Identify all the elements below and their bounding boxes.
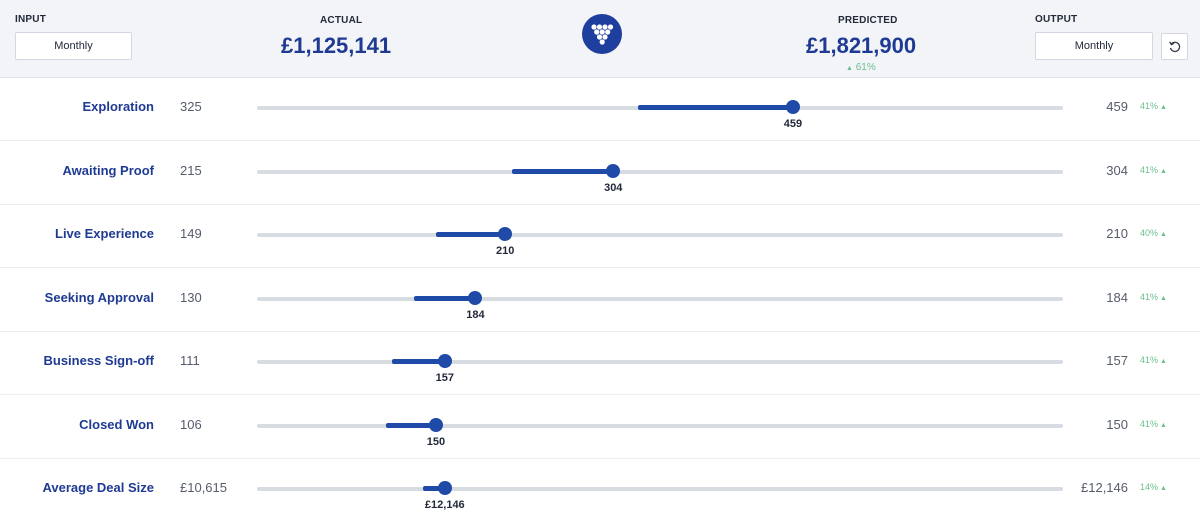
input-label: INPUT — [15, 14, 46, 25]
metric-delta-value: 41% — [1140, 291, 1159, 302]
slider-value: 150 — [426, 435, 446, 448]
slider-track[interactable] — [257, 296, 1063, 301]
reset-icon — [1168, 40, 1180, 52]
up-triangle-icon: ▲ — [1158, 231, 1167, 238]
slider-value: 210 — [496, 245, 515, 257]
metric-row: Live Experience 149 210 210 40% ▲ — [0, 205, 1200, 268]
predicted-delta-value: 61% — [855, 62, 876, 73]
metric-delta-value: 14% — [1140, 482, 1159, 492]
metric-delta-value: 41% — [1140, 164, 1159, 175]
metric-label: Closed Won — [79, 416, 154, 432]
metric-delta: 41% ▲ — [1140, 355, 1167, 365]
metric-row: Average Deal Size £10,615 £12,146 £12,146 14… — [0, 459, 1200, 514]
slider-track[interactable] — [257, 233, 1063, 237]
metric-delta-value: 41% — [1140, 355, 1159, 365]
metric-predicted-value: 459 — [1106, 99, 1128, 114]
slider-thumb[interactable] — [428, 417, 443, 432]
reset-button[interactable] — [1161, 33, 1188, 60]
metric-label: Live Experience — [55, 226, 154, 241]
slider-track[interactable] — [257, 169, 1063, 174]
up-triangle-icon: ▲ — [1158, 358, 1167, 365]
slider-range-fill — [385, 422, 436, 428]
slider-value: 304 — [604, 181, 623, 194]
slider-thumb[interactable] — [785, 100, 800, 114]
metric-label: Average Deal Size — [42, 480, 154, 495]
metric-row: Closed Won 106 150 150 41% ▲ — [0, 396, 1200, 459]
slider-track[interactable] — [257, 487, 1063, 491]
slider-range-fill — [392, 359, 445, 364]
slider-track[interactable] — [257, 360, 1063, 364]
metric-predicted-value: £12,146 — [1081, 480, 1128, 495]
slider-value: £12,146 — [424, 499, 465, 511]
metric-delta: 41% ▲ — [1140, 292, 1167, 302]
metric-predicted-value: 210 — [1106, 226, 1128, 241]
up-triangle-icon: ▲ — [846, 65, 853, 72]
metric-actual-value: 325 — [180, 99, 202, 114]
up-triangle-icon: ▲ — [1158, 485, 1167, 492]
output-label: OUTPUT — [1035, 14, 1078, 25]
actual-label: ACTUAL — [320, 15, 363, 26]
metric-actual-value: 106 — [180, 416, 202, 432]
slider-range-fill — [423, 486, 445, 491]
metric-actual-value: 215 — [180, 162, 202, 178]
output-period-select[interactable]: Monthly — [1035, 32, 1153, 60]
slider-range-fill — [435, 232, 506, 237]
metric-label: Seeking Approval — [44, 289, 154, 305]
actual-total: £1,125,141 — [281, 33, 392, 58]
metric-delta: 14% ▲ — [1140, 482, 1167, 492]
header-bar: INPUT Monthly ACTUAL £1,125,141 PREDICTE… — [0, 0, 1200, 78]
slider-thumb[interactable] — [437, 481, 452, 495]
metric-actual-value: 130 — [180, 289, 202, 305]
metric-label: Exploration — [82, 99, 154, 114]
slider-range-fill — [511, 168, 614, 174]
slider-value: 459 — [783, 118, 803, 130]
metric-delta: 41% ▲ — [1140, 419, 1167, 429]
metric-row: Seeking Approval 130 184 184 41% ▲ — [0, 269, 1200, 332]
grape-cluster-icon — [582, 14, 622, 54]
metric-label: Awaiting Proof — [62, 162, 154, 178]
metric-delta: 41% ▲ — [1140, 101, 1167, 111]
input-period-select[interactable]: Monthly — [15, 32, 132, 60]
metric-delta: 41% ▲ — [1140, 165, 1167, 175]
up-triangle-icon: ▲ — [1158, 104, 1167, 111]
metric-predicted-value: 184 — [1106, 289, 1128, 305]
metric-row: Exploration 325 459 459 41% ▲ — [0, 78, 1200, 141]
metric-row: Awaiting Proof 215 304 304 41% ▲ — [0, 142, 1200, 205]
slider-thumb[interactable] — [606, 163, 621, 178]
slider-value: 184 — [466, 308, 485, 321]
slider-thumb[interactable] — [437, 354, 452, 368]
metric-predicted-value: 304 — [1106, 162, 1128, 178]
up-triangle-icon: ▲ — [1158, 167, 1167, 175]
predicted-label: PREDICTED — [838, 15, 898, 26]
metric-actual-value: 111 — [180, 353, 200, 368]
metric-delta-value: 40% — [1140, 228, 1159, 238]
metric-delta: 40% ▲ — [1140, 228, 1167, 238]
metric-label: Business Sign-off — [43, 353, 154, 368]
metric-row: Business Sign-off 111 157 157 41% ▲ — [0, 332, 1200, 395]
slider-value: 157 — [435, 372, 454, 384]
metric-actual-value: £10,615 — [180, 480, 227, 495]
metric-actual-value: 149 — [180, 226, 202, 241]
up-triangle-icon: ▲ — [1158, 294, 1167, 302]
slider-range-fill — [638, 105, 793, 110]
metric-delta-value: 41% — [1140, 101, 1159, 111]
slider-track[interactable] — [257, 423, 1063, 428]
slider-thumb[interactable] — [498, 227, 513, 241]
predicted-total: £1,821,900 — [806, 33, 917, 58]
up-triangle-icon: ▲ — [1158, 421, 1167, 429]
metric-delta-value: 41% — [1140, 418, 1159, 429]
predicted-delta: ▲ 61% — [846, 62, 876, 73]
metric-predicted-value: 157 — [1106, 353, 1128, 368]
metric-predicted-value: 150 — [1106, 416, 1128, 432]
slider-range-fill — [414, 295, 476, 301]
slider-thumb[interactable] — [468, 290, 483, 305]
